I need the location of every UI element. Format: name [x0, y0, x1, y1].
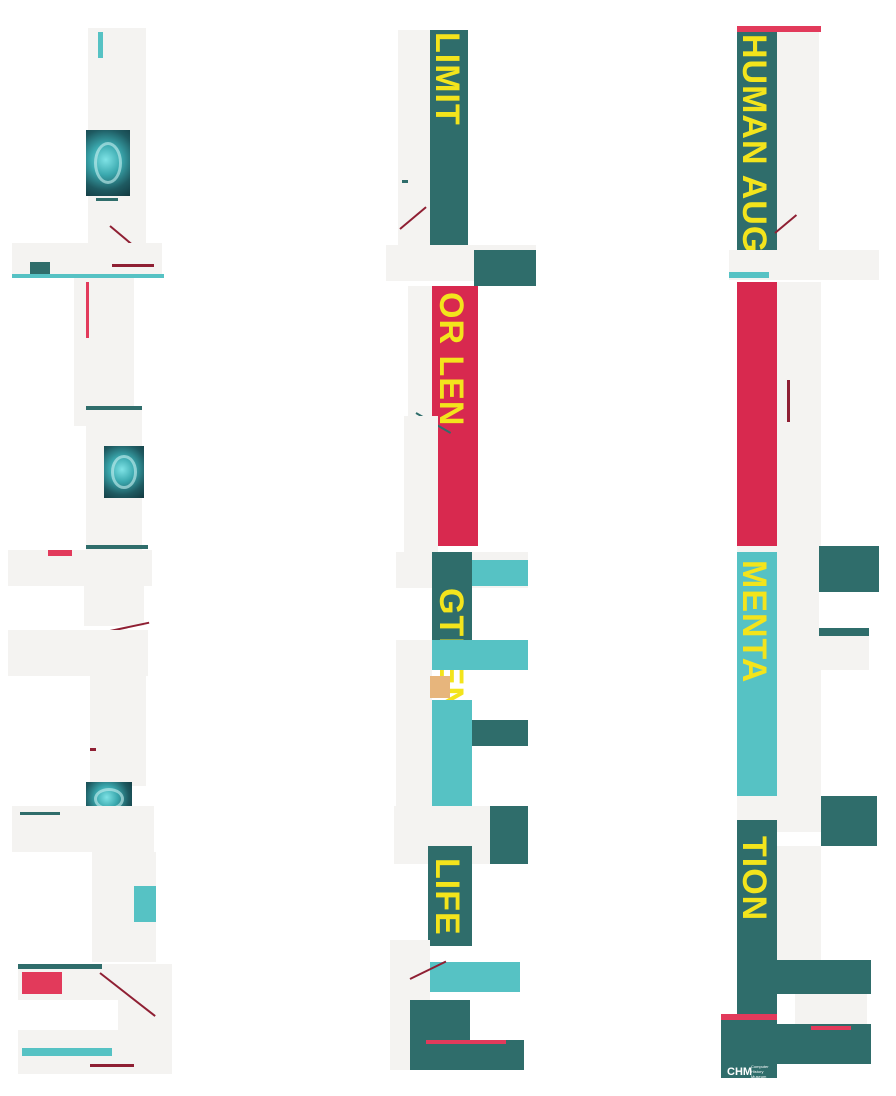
- tower-accent: [468, 560, 528, 586]
- tower-accent: [22, 1048, 112, 1056]
- tower-block-side: [410, 1040, 524, 1070]
- tower-accent: [20, 812, 60, 815]
- tower-block: [777, 630, 869, 670]
- museum-logo-subtitle: Computer History Museum: [751, 1064, 769, 1079]
- word-limit: LIMIT: [428, 32, 466, 126]
- tower-block-side: [819, 546, 879, 592]
- tower-block-inner-gap: [18, 1000, 118, 1030]
- tower-block: [777, 590, 819, 630]
- tower-block: [84, 586, 144, 626]
- tower-accent: [48, 550, 72, 556]
- tower-block-side: [432, 286, 478, 546]
- tower-accent: [811, 1026, 851, 1030]
- tower-block-side: [775, 960, 871, 994]
- tower-accent: [18, 964, 102, 969]
- tower-block: [777, 282, 821, 552]
- tower-accent: [12, 274, 164, 278]
- tower-block: [777, 30, 819, 270]
- device-render-image: [104, 446, 144, 498]
- tower-accent: [134, 886, 156, 922]
- tower-block: [8, 550, 152, 586]
- tower-accent: [86, 406, 142, 410]
- tower-accent: [729, 272, 769, 278]
- tower-block-side: [737, 820, 777, 1020]
- tower-block: [396, 640, 432, 820]
- tower-accent: [86, 545, 148, 549]
- tower-block: [404, 416, 438, 552]
- word-or-len: OR LEN: [432, 292, 470, 427]
- tower-block-side: [428, 846, 472, 946]
- tower-block-side: [737, 552, 777, 808]
- tower-block-side: [821, 796, 877, 846]
- tower-accent: [787, 380, 790, 422]
- tower-accent: [721, 1014, 777, 1020]
- tower-block-side: [819, 628, 869, 636]
- tower-accent: [430, 962, 520, 992]
- sculpture-tower-middle: LIMIT OR LEN GTHEN LIFE: [370, 0, 550, 1096]
- tower-accent: [96, 198, 118, 201]
- tower-accent: [432, 640, 528, 670]
- tower-block: [8, 630, 148, 676]
- tower-accent: [430, 676, 450, 698]
- tower-block: [795, 994, 867, 1024]
- tower-block-side: [737, 282, 777, 552]
- tower-block-side: [490, 806, 528, 864]
- tower-block: [777, 670, 821, 798]
- tower-accent: [30, 262, 50, 276]
- museum-logo-mark: CHM: [727, 1066, 753, 1078]
- tower-block: [777, 846, 821, 966]
- tower-block-side: [410, 1000, 470, 1042]
- sculpture-tower-right: HUMAN AUG MENTA TION CHM Computer Histor…: [715, 0, 895, 1096]
- tower-block-side: [775, 1024, 871, 1064]
- tower-accent: [426, 1040, 506, 1044]
- tower-block-side: [474, 250, 536, 286]
- word-human-aug: HUMAN AUG: [735, 34, 773, 254]
- tower-accent: [98, 32, 103, 58]
- device-render-image: [86, 130, 130, 196]
- tower-accent: [737, 26, 821, 32]
- tower-block-side: [432, 552, 472, 642]
- tower-block: [90, 676, 146, 786]
- tower-accent: [90, 1064, 134, 1067]
- tower-accent: [472, 720, 528, 746]
- tower-block-side: [432, 700, 472, 812]
- sculpture-tower-left: [0, 0, 200, 1096]
- tower-block-side: [430, 30, 468, 255]
- logo-base-block: [721, 1018, 777, 1078]
- tower-accent: [112, 264, 154, 267]
- tower-block-side: [737, 30, 777, 276]
- word-menta: MENTA: [735, 560, 773, 684]
- tower-accent: [402, 180, 408, 183]
- tower-accent: [86, 282, 89, 338]
- tower-block: [74, 278, 134, 426]
- word-tion: TION: [735, 836, 773, 922]
- word-life: LIFE: [428, 858, 466, 936]
- tower-accent: [90, 748, 96, 751]
- tower-accent: [22, 972, 62, 994]
